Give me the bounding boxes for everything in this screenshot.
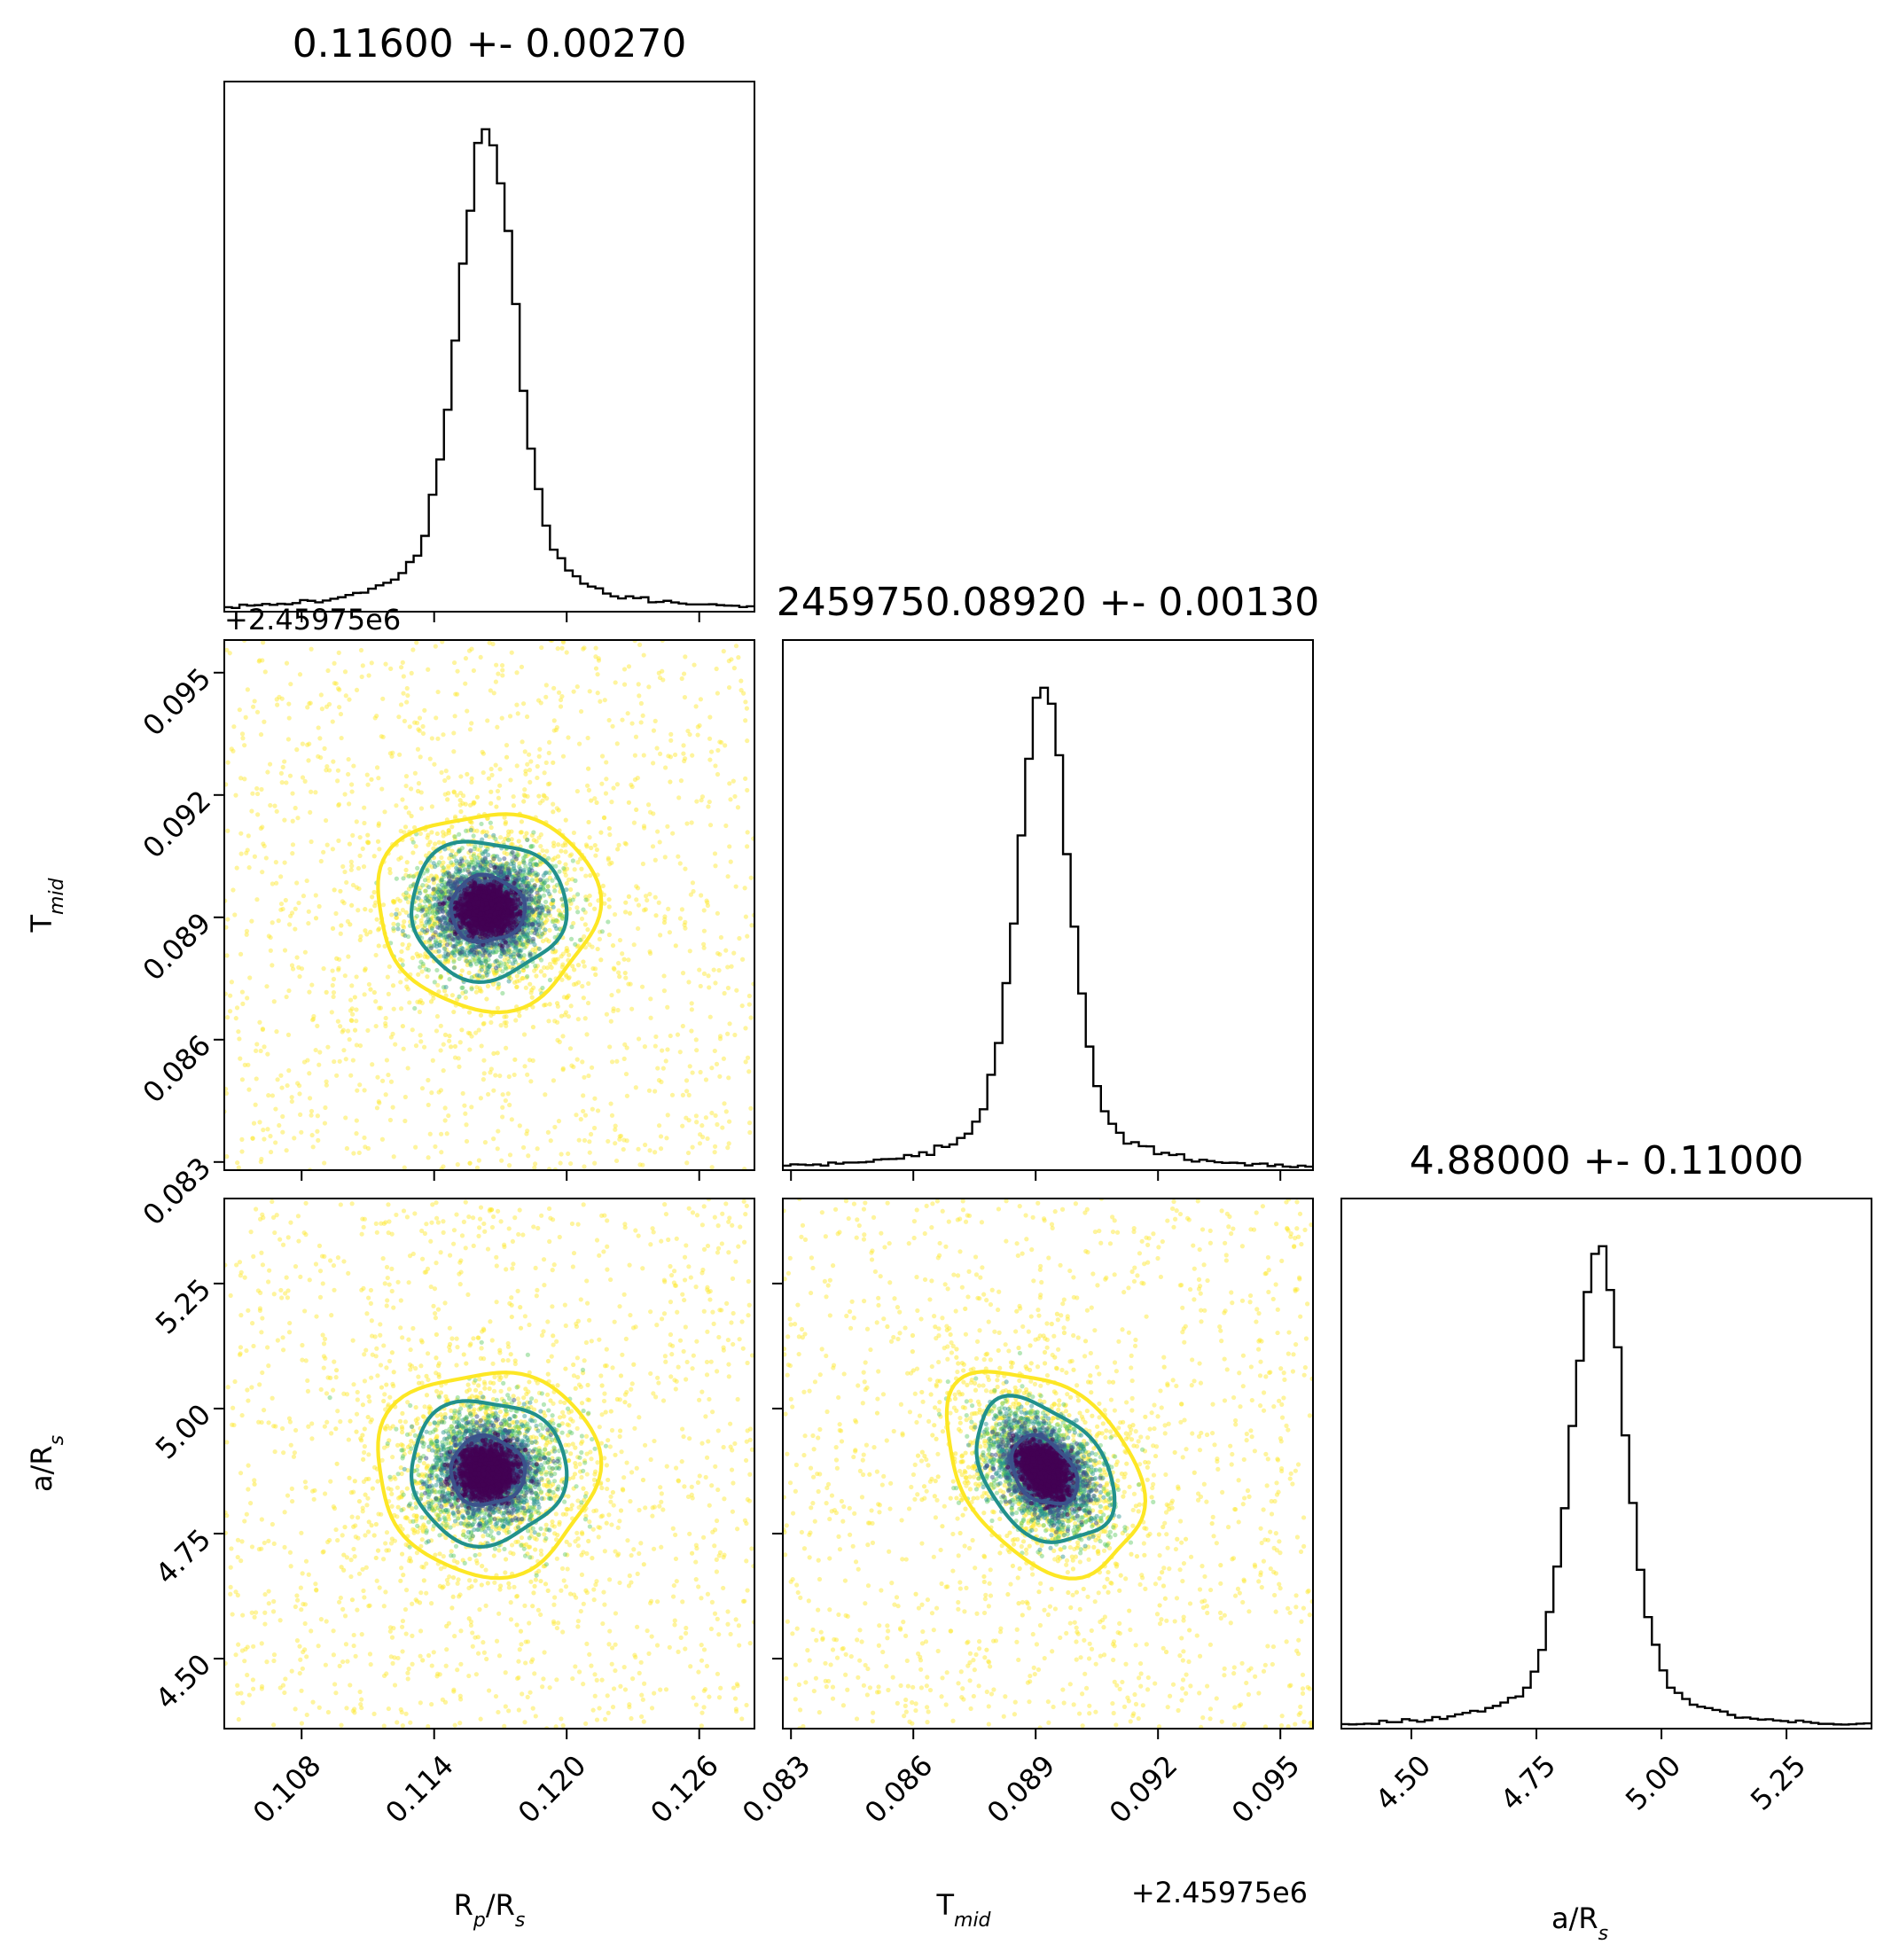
histogram-a_rs	[1341, 1245, 1872, 1726]
ytick-label-t_mid-0: 0.083	[136, 1151, 217, 1232]
xtick-label-a_rs-3: 5.25	[1744, 1748, 1812, 1816]
scatter-frame-rp_rs-a_rs	[223, 1198, 755, 1730]
xtick-label-a_rs-2: 5.00	[1619, 1748, 1687, 1816]
xtick-label-a_rs-0: 4.50	[1369, 1748, 1437, 1816]
contour-t_mid-a_rs-2	[1010, 1433, 1080, 1506]
scatter-frame-t_mid-a_rs	[782, 1198, 1314, 1730]
hist-panel-t_mid: 2459750.08920 +- 0.00130	[777, 580, 1320, 1181]
hist-frame-t_mid	[782, 639, 1314, 1171]
xtick-label-rp_rs-3: 0.126	[644, 1748, 725, 1830]
xlabel-t-mid: Tmid	[935, 1888, 991, 1932]
ytick-label-t_mid-2: 0.089	[136, 906, 217, 988]
xlabel-rp-rs: Rp/Rs	[454, 1888, 526, 1932]
scatter-panel-rp_rs-a_rs	[214, 1198, 755, 1739]
histogram-t_mid	[783, 686, 1313, 1168]
scatter-frame-rp_rs-t_mid	[223, 639, 755, 1171]
xtick-label-rp_rs-2: 0.120	[512, 1748, 593, 1830]
hist-title-t_mid: 2459750.08920 +- 0.00130	[777, 580, 1320, 625]
hist-panel-rp_rs: 0.11600 +- 0.00270	[223, 21, 755, 622]
xtick-label-t_mid-4: 0.095	[1225, 1748, 1307, 1830]
scatter-points-rp_rs-a_rs	[224, 1199, 754, 1729]
histogram-rp_rs	[224, 128, 754, 610]
ytick-label-t_mid-1: 0.086	[136, 1028, 217, 1110]
ytick-label-a_rs-0: 4.50	[149, 1647, 217, 1715]
hist-title-a_rs: 4.88000 +- 0.11000	[1410, 1138, 1804, 1183]
y-offset-label: +2.45975e6	[224, 603, 401, 636]
scatter-panel-t_mid-a_rs	[772, 1198, 1314, 1739]
ylabel-a-rs: a/Rs	[25, 1435, 68, 1492]
xtick-label-t_mid-3: 0.092	[1103, 1748, 1184, 1830]
scatter-panel-rp_rs-t_mid	[214, 639, 755, 1181]
xtick-label-a_rs-1: 4.75	[1494, 1748, 1562, 1816]
contour-rp_rs-a_rs-1	[409, 1399, 569, 1550]
contour-rp_rs-a_rs-0	[376, 1370, 604, 1581]
hist-panel-a_rs: 4.88000 +- 0.11000	[1340, 1138, 1872, 1739]
ytick-label-a_rs-1: 4.75	[149, 1522, 217, 1590]
contour-t_mid-a_rs-1	[974, 1394, 1117, 1544]
xtick-label-t_mid-1: 0.086	[858, 1748, 940, 1830]
hist-title-rp_rs: 0.11600 +- 0.00270	[293, 21, 687, 66]
contour-rp_rs-t_mid-1	[409, 839, 569, 985]
xtick-label-t_mid-2: 0.089	[981, 1748, 1062, 1830]
xtick-label-t_mid-0: 0.083	[736, 1748, 817, 1830]
ytick-label-a_rs-3: 5.25	[149, 1272, 217, 1340]
ylabel-t-mid: Tmid	[25, 877, 68, 933]
ytick-label-t_mid-4: 0.095	[136, 661, 217, 743]
contour-rp_rs-a_rs-2	[449, 1433, 528, 1507]
ytick-label-a_rs-2: 5.00	[149, 1397, 217, 1465]
xtick-label-rp_rs-1: 0.114	[379, 1748, 460, 1830]
hist-frame-rp_rs	[223, 81, 755, 613]
x-offset-label: +2.45975e6	[1131, 1876, 1308, 1909]
contour-t_mid-a_rs-0	[944, 1370, 1148, 1581]
contour-rp_rs-t_mid-0	[376, 812, 604, 1015]
contour-rp_rs-t_mid-2	[449, 872, 528, 944]
ytick-label-t_mid-3: 0.092	[136, 784, 217, 865]
scatter-points-t_mid-a_rs	[783, 1199, 1313, 1729]
hist-frame-a_rs	[1340, 1198, 1872, 1730]
xtick-label-rp_rs-0: 0.108	[246, 1748, 328, 1830]
scatter-points-rp_rs-t_mid	[224, 640, 754, 1170]
xlabel-a-rs: a/Rs	[1551, 1901, 1608, 1945]
